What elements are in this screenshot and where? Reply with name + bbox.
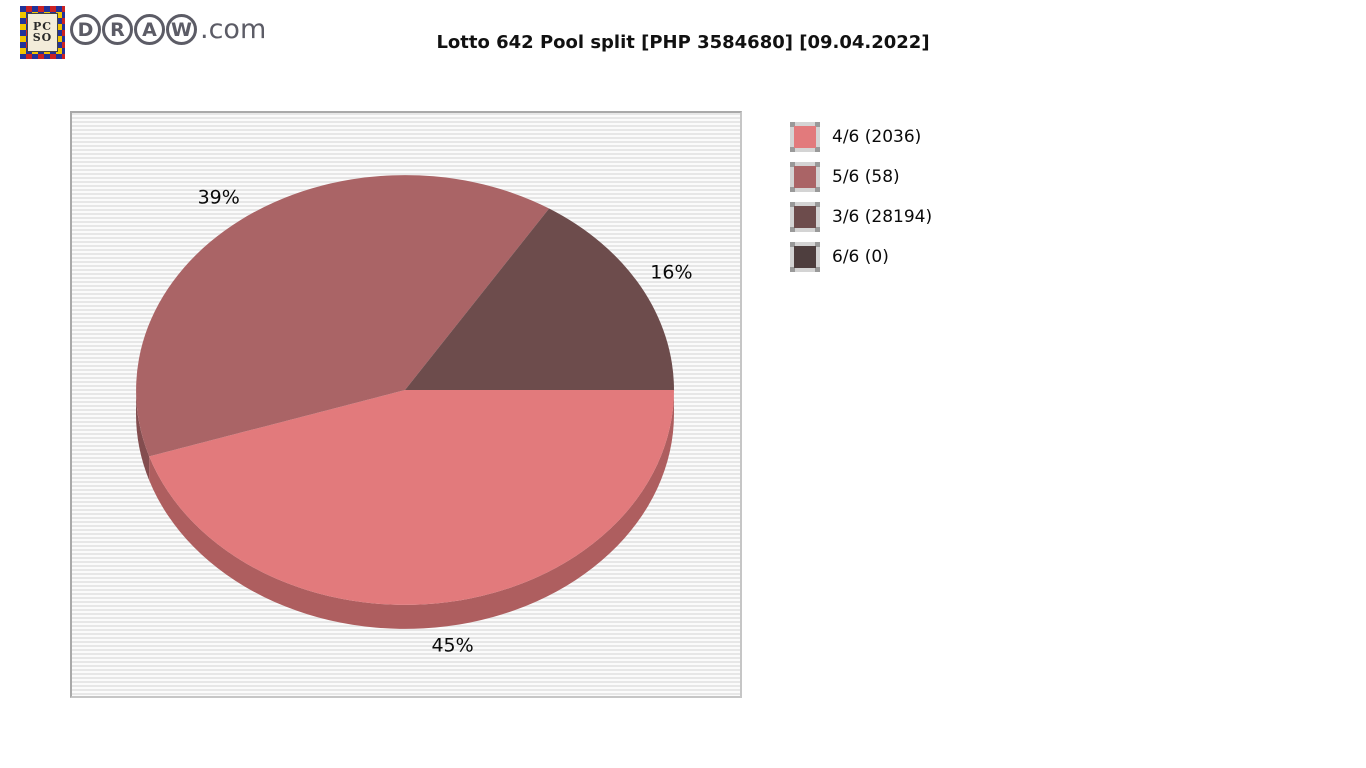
pie-slice <box>405 208 674 390</box>
pcso-logo-line2: SO <box>32 30 53 44</box>
legend-swatch-frame <box>790 242 820 272</box>
pie-slice-percent-label: 45% <box>431 635 473 657</box>
page-header: PC SO D R A W .com Lotto 642 Pool split … <box>0 0 1366 90</box>
legend-item: 6/6 (0) <box>790 242 932 272</box>
legend-item: 5/6 (58) <box>790 162 932 192</box>
lotto-ball-letter: A <box>134 14 165 45</box>
legend-item: 4/6 (2036) <box>790 122 932 152</box>
legend-label: 6/6 (0) <box>832 247 889 267</box>
pcso-logo-line1: PC <box>32 20 53 34</box>
legend-swatch-frame <box>790 122 820 152</box>
pie-chart-svg: 45% 39% 16% <box>136 175 693 657</box>
lotto-ball-letter: W <box>166 14 197 45</box>
legend-swatch <box>794 246 816 268</box>
logo-domain-suffix: .com <box>200 14 267 45</box>
pie-chart-panel: 45% 39% 16% <box>70 111 742 698</box>
pcso-logo-icon[interactable]: PC SO <box>20 6 65 59</box>
lotto-ball-letter: D <box>70 14 101 45</box>
pie-slice-percent-label: 39% <box>198 187 240 209</box>
lotto-ball-letter: R <box>102 14 133 45</box>
legend-swatch <box>794 166 816 188</box>
page-title: Lotto 642 Pool split [PHP 3584680] [09.0… <box>436 32 930 53</box>
chart-legend: 4/6 (2036) 5/6 (58) 3/6 (28194) 6/6 (0) <box>790 122 932 282</box>
legend-swatch-frame <box>790 202 820 232</box>
legend-swatch <box>794 126 816 148</box>
pie-slice <box>136 175 550 457</box>
pie-slice <box>149 390 674 605</box>
legend-swatch-frame <box>790 162 820 192</box>
legend-swatch <box>794 206 816 228</box>
legend-label: 4/6 (2036) <box>832 127 922 147</box>
pie-slice-percent-label: 16% <box>650 262 692 284</box>
pie-slice <box>136 390 150 481</box>
legend-item: 3/6 (28194) <box>790 202 932 232</box>
legend-label: 5/6 (58) <box>832 167 900 187</box>
pcso-logo-text: PC SO <box>27 13 58 52</box>
legend-label: 3/6 (28194) <box>832 207 933 227</box>
site-logo[interactable]: D R A W .com <box>70 14 266 45</box>
